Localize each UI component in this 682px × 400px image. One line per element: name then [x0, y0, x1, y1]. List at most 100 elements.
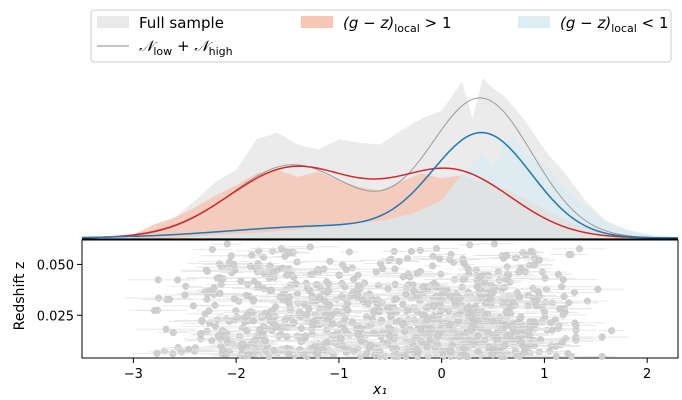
scatter-point — [322, 339, 330, 347]
scatter-point — [379, 265, 387, 273]
scatter-point — [202, 266, 210, 274]
scatter-point — [392, 318, 400, 326]
scatter-points — [125, 240, 629, 360]
scatter-point — [501, 341, 509, 349]
scatter-point — [608, 327, 616, 335]
scatter-point — [260, 269, 268, 277]
scatter-point — [302, 332, 310, 340]
scatter-point — [282, 286, 290, 294]
scatter-point — [155, 294, 163, 302]
scatter-point — [313, 347, 321, 355]
scatter-point — [339, 261, 347, 269]
blue-cloud-area — [174, 136, 668, 238]
legend-swatch-blue — [518, 16, 550, 28]
scatter-point — [516, 293, 524, 301]
scatter-point — [487, 289, 495, 297]
scatter-point — [594, 285, 602, 293]
scatter-point — [303, 310, 311, 318]
x-tick-label: −2 — [227, 367, 246, 382]
scatter-point — [484, 329, 492, 337]
scatter-point — [212, 323, 220, 331]
scatter-point — [529, 284, 537, 292]
scatter-point — [363, 349, 371, 357]
scatter-point — [427, 326, 435, 334]
scatter-point — [467, 313, 475, 321]
scatter-point — [481, 312, 489, 320]
sum-model-line — [81, 97, 679, 239]
scatter-point — [431, 344, 439, 352]
x-tick-label: 1 — [540, 367, 548, 382]
scatter-point — [169, 350, 177, 358]
scatter-point — [150, 307, 158, 315]
scatter-point — [517, 339, 525, 347]
scatter-point — [217, 280, 225, 288]
scatter-point — [205, 307, 213, 315]
scatter-point — [512, 347, 520, 355]
scatter-point — [208, 337, 216, 345]
scatter-point — [386, 332, 394, 340]
scatter-point — [348, 318, 356, 326]
scatter-point — [418, 338, 426, 346]
scatter-point — [284, 349, 292, 357]
scatter-point — [576, 245, 584, 253]
scatter-point — [335, 272, 343, 280]
scatter-point — [598, 333, 606, 341]
scatter-point — [328, 320, 336, 328]
scatter-point — [495, 276, 503, 284]
scatter-point — [598, 352, 606, 360]
scatter-point — [464, 265, 472, 273]
scatter-point — [313, 281, 321, 289]
scatter-point — [185, 345, 193, 353]
scatter-point — [554, 270, 562, 278]
scatter-point — [393, 345, 401, 353]
scatter-point — [305, 285, 313, 293]
legend-swatch-red — [301, 16, 333, 28]
scatter-point — [407, 247, 415, 255]
scatter-point — [416, 246, 424, 254]
scatter-point — [210, 290, 218, 298]
scatter-point — [472, 266, 480, 274]
scatter-point — [174, 276, 182, 284]
scatter-point — [439, 348, 447, 356]
scatter-point — [337, 292, 345, 300]
scatter-point — [213, 274, 221, 282]
scatter-point — [502, 308, 510, 316]
scatter-point — [535, 348, 543, 356]
scatter-point — [552, 352, 560, 360]
scatter-point — [284, 249, 292, 257]
scatter-point — [560, 293, 568, 301]
scatter-point — [391, 280, 399, 288]
scatter-point — [297, 325, 305, 333]
scatter-point — [342, 266, 350, 274]
blue-model-line — [81, 131, 679, 239]
scatter-point — [513, 253, 521, 261]
scatter-point — [321, 297, 329, 305]
scatter-point — [247, 262, 255, 270]
scatter-point — [302, 279, 310, 287]
scatter-point — [503, 251, 511, 259]
scatter-point — [527, 340, 535, 348]
scatter-point — [286, 293, 294, 301]
scatter-point — [437, 270, 445, 278]
scatter-point — [565, 299, 573, 307]
scatter-point — [372, 268, 380, 276]
scatter-point — [395, 257, 403, 265]
scatter-point — [399, 273, 407, 281]
scatter-point — [423, 316, 431, 324]
scatter-point — [325, 301, 333, 309]
scatter-point — [309, 321, 317, 329]
scatter-point — [538, 303, 546, 311]
scatter-point — [162, 325, 170, 333]
scatter-point — [404, 255, 412, 263]
scatter-panel: −3 −2 −1 0 1 2 0.025 0.050 — [37, 239, 679, 382]
scatter-point — [466, 241, 474, 249]
scatter-point — [357, 352, 365, 360]
x-axis-title: x₁ — [372, 382, 387, 398]
scatter-point — [166, 295, 174, 303]
scatter-point — [345, 248, 353, 256]
legend-label-blue: (g − z)local < 1 — [560, 14, 669, 35]
scatter-point — [433, 332, 441, 340]
scatter-point — [547, 319, 555, 327]
scatter-point — [402, 290, 410, 298]
